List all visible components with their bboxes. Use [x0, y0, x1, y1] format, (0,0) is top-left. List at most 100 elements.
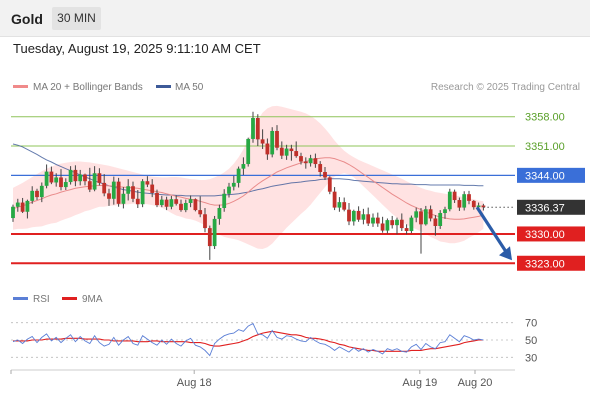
candle [327, 176, 332, 195]
candle-body [68, 169, 73, 183]
candle-body [145, 181, 150, 185]
candle [419, 208, 423, 254]
candle [39, 182, 44, 203]
candle-body [20, 202, 25, 212]
candle [423, 205, 428, 226]
candle-body [452, 191, 457, 201]
candle [188, 195, 193, 208]
candle [126, 179, 131, 201]
candle-body [260, 139, 265, 144]
candle-body [476, 205, 481, 208]
candle [342, 197, 347, 212]
candle-body [375, 217, 380, 224]
level-label-pivot: 3344.00 [525, 170, 565, 182]
candle-body [179, 203, 183, 211]
time-axis-label: Aug 20 [458, 377, 493, 389]
candle [54, 173, 59, 187]
candle [351, 209, 356, 226]
rsi-line [12, 322, 484, 357]
candle [25, 199, 30, 219]
candle-body [227, 186, 231, 194]
candle [409, 215, 414, 234]
candle [390, 215, 395, 229]
candle-body [30, 190, 35, 201]
candle [97, 168, 102, 186]
candle [73, 165, 78, 187]
candle [255, 114, 260, 147]
candle-body [193, 199, 198, 211]
candle [404, 224, 409, 235]
rsi-tick-label: 50 [525, 335, 537, 347]
candle-body [54, 177, 59, 183]
candle [260, 129, 265, 149]
candle-body [150, 184, 155, 193]
candle [457, 197, 462, 211]
candle [246, 137, 251, 167]
candle [174, 195, 179, 206]
candle-body [25, 200, 30, 212]
candle [169, 195, 174, 210]
candle-body [447, 191, 452, 210]
candle-body [107, 193, 111, 199]
candle-body [284, 148, 289, 156]
candle-body [241, 164, 246, 169]
candle [279, 141, 284, 160]
candle [92, 166, 97, 192]
candle-body [164, 199, 169, 207]
candle-body [183, 202, 188, 211]
rsi-legend-label: RSI [33, 294, 50, 305]
candle-body [361, 214, 366, 220]
candle-body [121, 193, 126, 204]
candle [467, 190, 471, 205]
candle-body [116, 181, 121, 204]
copyright-text: Research © 2025 Trading Central [431, 82, 580, 93]
candle-body [433, 218, 438, 226]
candle [366, 207, 371, 226]
forecast-arrow-head [499, 246, 512, 261]
candle [150, 179, 155, 198]
ma50-legend-label: MA 50 [175, 82, 204, 93]
rsi-tick-label: 70 [525, 318, 537, 330]
last-price-label: 3336.37 [525, 202, 565, 214]
level-label-support: 3323.00 [525, 258, 565, 270]
candle [30, 186, 35, 204]
candle-body [399, 219, 404, 229]
candle [395, 217, 399, 235]
candle [83, 173, 87, 186]
candle-body [467, 194, 471, 201]
candle [414, 207, 419, 223]
candle [231, 175, 236, 191]
level-tag-support [517, 226, 585, 242]
candle [11, 204, 15, 222]
candle [471, 200, 476, 210]
candle [303, 157, 308, 169]
candle [299, 152, 303, 165]
candle-body [11, 206, 15, 219]
candle-body [303, 161, 308, 164]
candle-body [169, 199, 174, 207]
candle-body [78, 174, 83, 182]
candle [443, 206, 447, 219]
candle-body [279, 147, 284, 156]
candle-body [73, 169, 78, 182]
candle [116, 177, 121, 207]
candle-body [289, 148, 294, 152]
candle [59, 169, 63, 191]
candle [87, 167, 92, 193]
candle-body [347, 209, 351, 222]
timeframe-button[interactable]: 30 MIN [52, 7, 101, 30]
candle-body [342, 202, 347, 210]
ma9-legend-swatch [62, 297, 77, 300]
candle-body [423, 209, 428, 225]
candle [207, 225, 212, 260]
candle-body [49, 171, 54, 183]
candle [78, 169, 83, 186]
candle-body [255, 118, 260, 140]
candle-body [270, 130, 275, 155]
candle-body [39, 185, 44, 198]
candle [356, 206, 361, 222]
level-label-resistance: 3358.00 [525, 112, 565, 124]
candle-body [299, 156, 303, 162]
candle-body [414, 211, 419, 218]
candle [140, 179, 145, 208]
